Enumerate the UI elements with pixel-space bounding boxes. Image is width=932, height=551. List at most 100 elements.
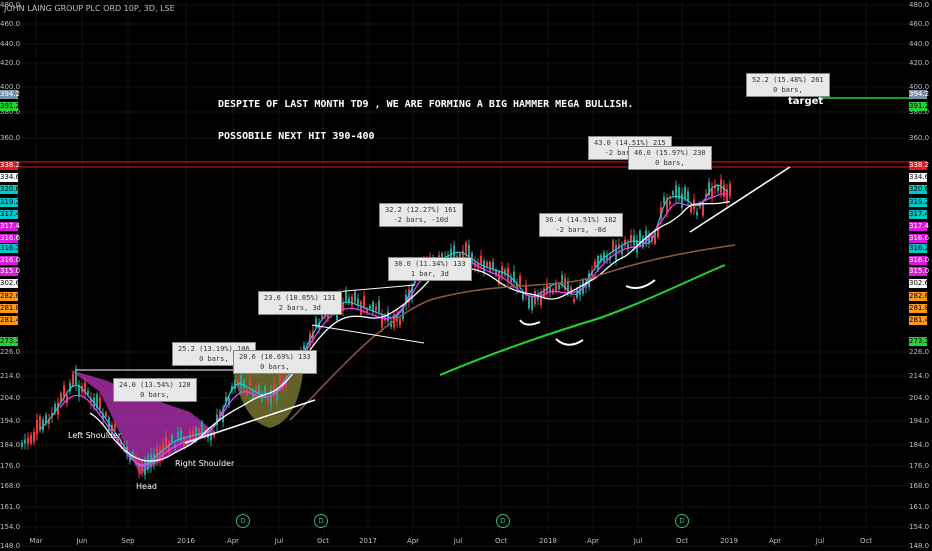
y-tick-label-left: 380.0 (0, 108, 21, 116)
measure-box-7[interactable]: 36.4 (14.51%) 182 -2 bars, -8d (539, 213, 623, 237)
candle-body (501, 266, 503, 277)
annotation-note-1: DESPITE OF LAST MONTH TD9 , WE ARE FORMI… (218, 99, 634, 110)
candle-body (381, 313, 383, 328)
candle-body (156, 447, 158, 462)
measure-box-6[interactable]: 30.0 (11.34%) 133 1 bar, 3d (388, 257, 472, 281)
price-label-left: 281.8 (0, 304, 21, 313)
candle-body (342, 302, 344, 311)
y-tick-label-left: 148.0 (0, 542, 21, 550)
y-tick-label-right: 148.0 (909, 542, 930, 550)
candle-body (678, 187, 680, 200)
price-label-left: 334.6 (0, 173, 21, 182)
candle-body (261, 392, 263, 402)
candle-body (159, 448, 161, 461)
candle-body (345, 290, 347, 301)
candle-body (507, 268, 509, 281)
dividend-marker[interactable]: D (314, 514, 328, 528)
dividend-marker[interactable]: D (496, 514, 510, 528)
candle-body (45, 414, 47, 424)
pattern-label-right-shoulder: Right Shoulder (175, 459, 235, 468)
candle-body (462, 250, 464, 262)
candle-body (48, 419, 50, 424)
y-tick-label-right: 440.0 (909, 40, 930, 48)
candle-body (198, 428, 200, 437)
x-tick-label: 2017 (359, 537, 377, 545)
moving-average-line (39, 184, 729, 467)
head-shoulders-pattern (70, 370, 215, 475)
dividend-marker[interactable]: D (236, 514, 250, 528)
y-tick-label-right: 226.0 (909, 348, 930, 356)
measure-box-9[interactable]: 46.0 (15.97%) 230 0 bars, (628, 146, 712, 170)
candle-body (531, 297, 533, 310)
candle-body (537, 295, 539, 300)
candle-body (726, 189, 728, 202)
y-tick-label-right: 204.0 (909, 394, 930, 402)
candle-body (486, 262, 488, 267)
candle-body (657, 225, 659, 237)
price-label-right: 302.6 (909, 279, 930, 288)
measure-box-4[interactable]: 23.6 (10.85%) 131 2 bars, 3d (258, 291, 342, 315)
y-tick-label-right: 380.0 (909, 108, 930, 116)
y-tick-label-left: 194.0 (0, 417, 21, 425)
candle-body (90, 398, 92, 403)
candle-body (723, 184, 725, 197)
measure-box-7-line1: 36.4 (14.51%) 182 (545, 216, 617, 224)
candle-body (279, 374, 281, 386)
candle-body (327, 315, 329, 319)
candle-body (612, 240, 614, 252)
x-tick-label: Oct (494, 537, 508, 545)
candle-body (351, 296, 353, 306)
moving-average-line (59, 193, 729, 466)
candle-body (690, 205, 692, 213)
price-label-right: 319.2 (909, 198, 930, 207)
measure-box-3[interactable]: 20.6 (10.69%) 133 0 bars, (233, 350, 317, 374)
price-label-right: 394.2 (909, 90, 930, 99)
x-tick-label: Jul (274, 537, 284, 545)
candle-body (120, 439, 122, 448)
candle-body (489, 261, 491, 272)
measure-box-5[interactable]: 32.2 (12.27%) 161 -2 bars, -10d (379, 203, 463, 227)
price-label-left: 338.2 (0, 161, 21, 170)
candle-body (483, 261, 485, 274)
y-tick-label-left: 168.0 (0, 482, 21, 490)
candle-body (729, 183, 731, 197)
x-tick-label: Apr (768, 537, 782, 545)
curved-arrow (519, 319, 541, 326)
measure-box-4-line2: 2 bars, 3d (278, 304, 321, 312)
x-tick-label: Jun (76, 537, 88, 545)
candle-body (588, 273, 590, 288)
candle-body (651, 235, 653, 241)
y-tick-label-right: 168.0 (909, 482, 930, 490)
x-tick-label: Sep (121, 537, 135, 545)
target-label: target (788, 96, 824, 107)
candle-body (312, 331, 314, 340)
candle-body (708, 182, 710, 196)
candle-body (60, 393, 62, 402)
measure-box-8-line1: 43.0 (14.51%) 215 (594, 139, 666, 147)
measure-box-10[interactable]: 52.2 (15.48%) 261 0 bars, (746, 73, 830, 97)
y-tick-label-left: 440.0 (0, 40, 21, 48)
candle-body (27, 437, 29, 445)
price-label-right: 316.6 (909, 234, 930, 243)
candle-body (87, 390, 89, 394)
price-label-left: 319.2 (0, 198, 21, 207)
candle-body (75, 371, 77, 385)
x-tick-label: Oct (859, 537, 873, 545)
candle-body (480, 255, 482, 265)
candle-body (57, 402, 59, 415)
candle-body (303, 345, 305, 354)
x-tick-label: Apr (406, 537, 420, 545)
candle-body (36, 419, 38, 435)
y-tick-label-right: 420.0 (909, 59, 930, 67)
measure-box-1[interactable]: 24.0 (13.54%) 120 0 bars, (113, 378, 197, 402)
candle-body (354, 291, 356, 303)
candle-body (510, 278, 512, 283)
price-label-right: 316.0 (909, 256, 930, 265)
dividend-marker[interactable]: D (675, 514, 689, 528)
candle-body (495, 269, 497, 276)
candle-body (171, 434, 173, 442)
candle-body (504, 269, 506, 275)
x-tick-label: 2016 (177, 537, 195, 545)
candle-body (366, 309, 368, 313)
